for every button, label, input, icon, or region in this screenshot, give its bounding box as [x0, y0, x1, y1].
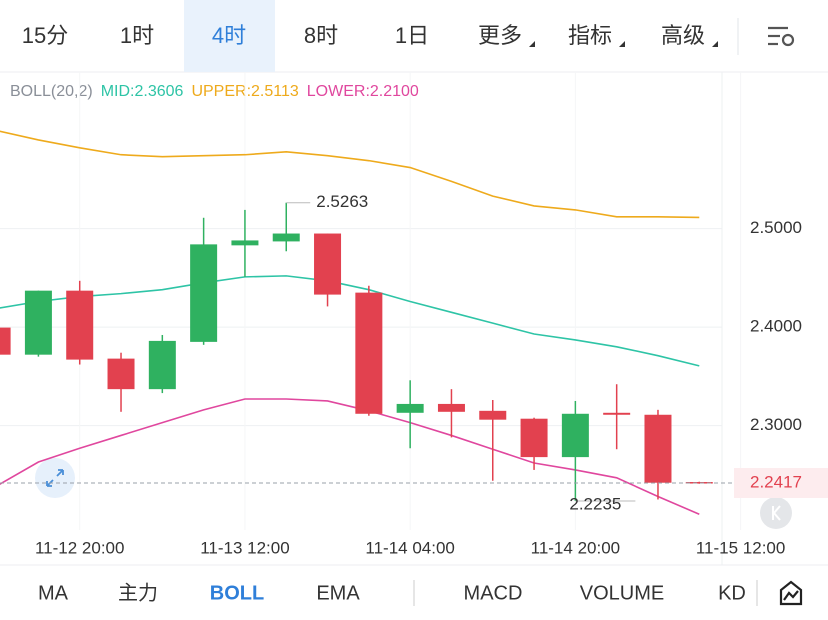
tab[interactable]: 1时: [120, 23, 154, 48]
x-tick-label: 11-14 04:00: [365, 538, 454, 557]
candle-body: [231, 240, 259, 246]
candle-body: [66, 290, 94, 360]
candle-body: [603, 412, 631, 415]
tab[interactable]: 8时: [304, 23, 338, 48]
indicator-tab[interactable]: MACD: [464, 582, 523, 604]
tab[interactable]: 4时: [212, 23, 246, 48]
candle-body: [314, 233, 342, 295]
indicator-tab[interactable]: KD: [718, 582, 746, 604]
high-label: 2.5263: [316, 192, 368, 211]
x-tick-label: 11-14 20:00: [531, 538, 620, 557]
y-tick-label: 2.3000: [750, 415, 802, 434]
candle-body: [437, 403, 465, 412]
k-bg: [760, 497, 792, 529]
settings-icon[interactable]: [768, 26, 795, 47]
candle-body: [107, 358, 135, 390]
candle-body: [644, 414, 672, 483]
low-label: 2.2235: [569, 494, 621, 513]
candle-body: [0, 327, 11, 355]
candle-body: [479, 410, 507, 420]
icon-shape: [783, 590, 799, 601]
legend-entry: LOWER:2.2100: [307, 83, 419, 100]
y-tick-label: 2.4000: [750, 317, 802, 336]
tab[interactable]: 指标: [568, 23, 612, 48]
k-icon: [772, 505, 781, 521]
indicator-tab[interactable]: VOLUME: [580, 582, 664, 604]
indicator-tab[interactable]: EMA: [316, 582, 360, 604]
candle-body: [355, 292, 383, 414]
current-price-label: 2.2417: [750, 473, 802, 492]
expand-bg: [35, 458, 75, 498]
x-tick-label: 11-15 12:00: [696, 538, 785, 557]
tab[interactable]: 高级: [661, 23, 705, 48]
dropdown-caret: [712, 41, 718, 47]
indicator-tab[interactable]: MA: [38, 582, 69, 604]
y-tick-label: 2.5000: [750, 218, 802, 237]
candle-body: [190, 244, 218, 342]
icon-gear: [781, 33, 795, 47]
legend-entry: MID:2.3606: [101, 83, 184, 100]
k-button[interactable]: [760, 497, 792, 529]
candle-body: [272, 233, 300, 242]
dropdown-caret: [529, 41, 535, 47]
draw-icon[interactable]: [779, 580, 803, 606]
indicator-tab[interactable]: BOLL: [210, 582, 264, 604]
candle-body: [520, 418, 548, 458]
candle-body: [685, 482, 713, 484]
x-tick-label: 11-13 12:00: [200, 538, 289, 557]
candle-body: [396, 403, 424, 413]
current-price-box: [734, 468, 828, 499]
band-line: [0, 130, 700, 219]
tab[interactable]: 更多: [478, 23, 522, 48]
tab-selected-bg: [184, 0, 275, 72]
candle-body: [148, 340, 176, 390]
expand-button[interactable]: [35, 458, 75, 498]
indicator-tab[interactable]: 主力: [118, 581, 158, 604]
tab[interactable]: 15分: [22, 23, 68, 48]
candle-body: [24, 290, 52, 355]
dropdown-caret: [619, 41, 625, 47]
tab[interactable]: 1日: [395, 23, 429, 48]
indicator-label: BOLL(20,2): [10, 83, 93, 100]
icon-shape: [779, 580, 803, 606]
band-line: [0, 398, 700, 515]
band-line: [0, 275, 700, 367]
x-tick-label: 11-12 20:00: [35, 538, 124, 557]
candle-body: [561, 413, 589, 458]
